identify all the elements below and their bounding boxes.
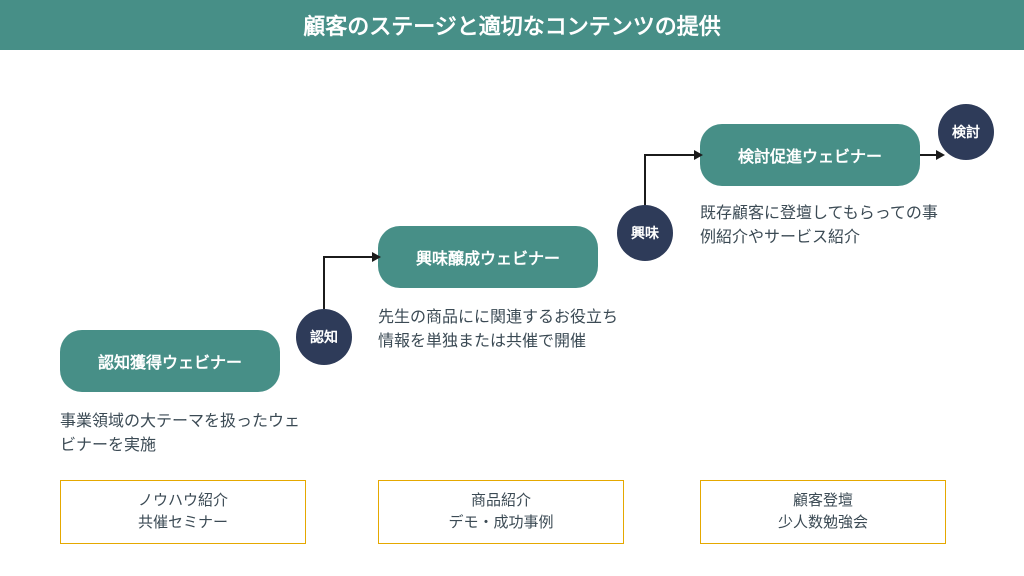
stage-circle-2: 興味 (617, 205, 673, 261)
arrow-head-icon (694, 150, 703, 160)
diagram-canvas: 認知獲得ウェビナー 興味醸成ウェビナー 検討促進ウェビナー認知 興味 検討事業領域の大テ… (0, 50, 1024, 576)
stage-circle-label: 認知 (310, 327, 338, 347)
stage-pill-label: 興味醸成ウェビナー (416, 245, 560, 269)
content-box-3: 顧客登壇少人数勉強会 (700, 480, 946, 544)
stage-desc-1: 事業領域の大テーマを扱ったウェビナーを実施 (60, 410, 300, 458)
content-box-line1: 商品紹介 (471, 490, 531, 513)
content-box-line2: 少人数勉強会 (778, 512, 868, 535)
arrow-segment (323, 256, 372, 259)
arrow-head-icon (372, 252, 381, 262)
stage-circle-label: 検討 (952, 122, 980, 142)
stage-circle-label: 興味 (631, 223, 659, 243)
content-box-1: ノウハウ紹介共催セミナー (60, 480, 306, 544)
stage-pill-2: 興味醸成ウェビナー (378, 226, 598, 288)
arrow-segment (323, 257, 326, 309)
stage-pill-label: 認知獲得ウェビナー (98, 349, 242, 373)
header-bar: 顧客のステージと適切なコンテンツの提供 (0, 0, 1024, 50)
content-box-line1: 顧客登壇 (793, 490, 853, 513)
arrow-segment (644, 154, 694, 157)
content-box-line2: デモ・成功事例 (448, 512, 553, 535)
stage-circle-1: 認知 (296, 309, 352, 365)
stage-pill-label: 検討促進ウェビナー (738, 143, 882, 167)
stage-desc-3: 既存顧客に登壇してもらっての事例紹介やサービス紹介 (700, 202, 940, 250)
stage-pill-1: 認知獲得ウェビナー (60, 330, 280, 392)
content-box-line2: 共催セミナー (138, 512, 228, 535)
stage-desc-2: 先生の商品にに関連するお役立ち情報を単独または共催で開催 (378, 306, 618, 354)
arrow-head-icon (936, 150, 945, 160)
arrow-segment (644, 155, 647, 205)
stage-circle-3: 検討 (938, 104, 994, 160)
header-title: 顧客のステージと適切なコンテンツの提供 (303, 9, 721, 41)
stage-pill-3: 検討促進ウェビナー (700, 124, 920, 186)
arrow-segment (920, 154, 936, 157)
content-box-line1: ノウハウ紹介 (138, 490, 228, 513)
content-box-2: 商品紹介デモ・成功事例 (378, 480, 624, 544)
